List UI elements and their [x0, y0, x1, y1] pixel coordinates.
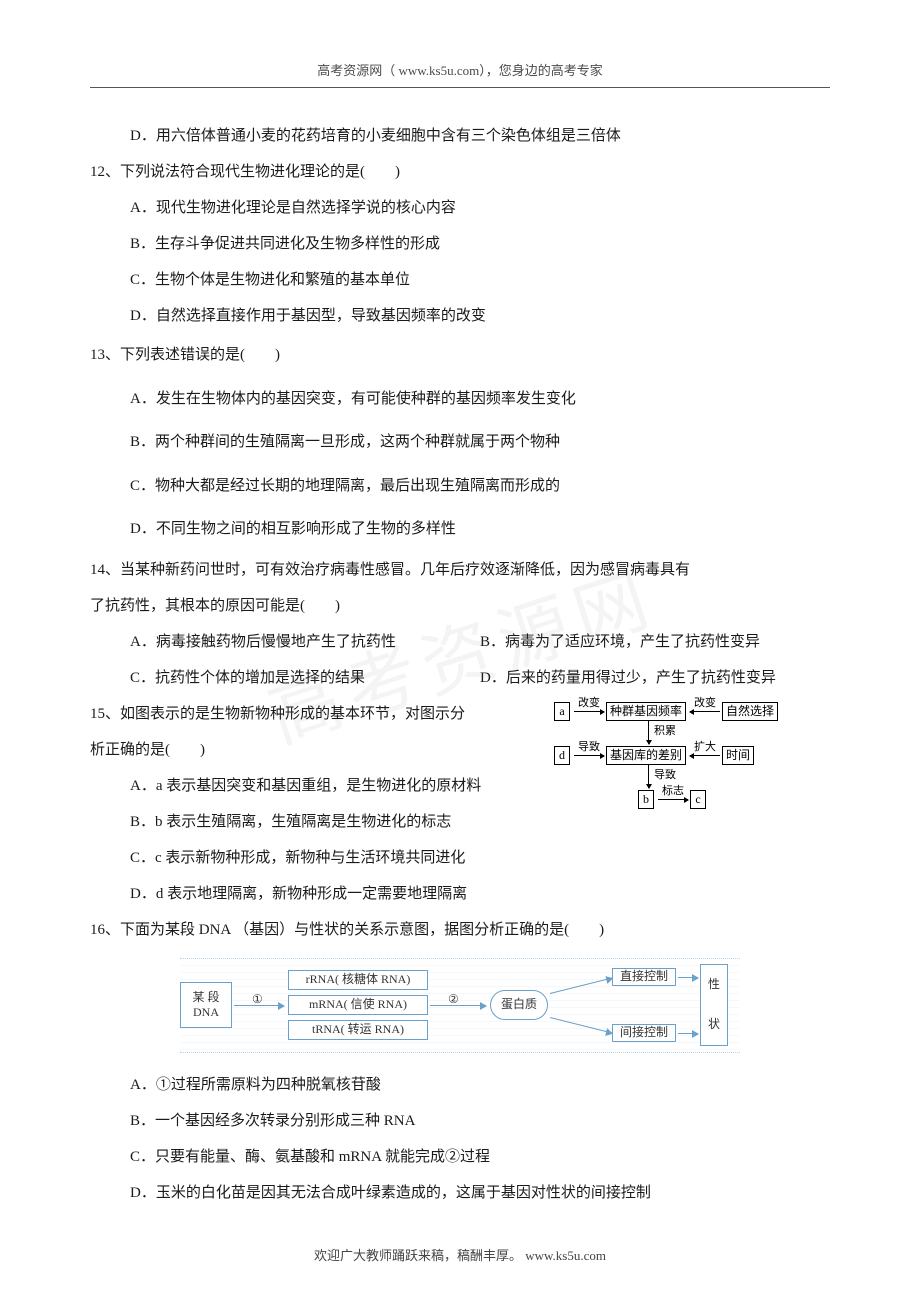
q12-stem: 12、下列说法符合现代生物进化理论的是( ): [90, 154, 830, 190]
arrow-indirect-trait: [678, 1033, 698, 1034]
label-cause-1: 导致: [578, 742, 600, 753]
label-step1: ①: [252, 992, 263, 1007]
arrow-direct-trait: [678, 977, 698, 978]
label-mark: 标志: [662, 786, 684, 797]
q12-option-d: D．自然选择直接作用于基因型，导致基因频率的改变: [90, 298, 830, 334]
q13-stem: 13、下列表述错误的是( ): [90, 334, 830, 378]
node-trna: tRNA( 转运 RNA): [288, 1020, 428, 1040]
q16-option-d: D．玉米的白化苗是因其无法合成叶绿素造成的，这属于基因对性状的间接控制: [90, 1175, 830, 1211]
node-time: 时间: [722, 746, 754, 766]
dna-line2: DNA: [193, 1005, 219, 1019]
arrow-freq-diff: [648, 720, 649, 744]
label-cause-2: 导致: [654, 770, 676, 781]
arrow-diff-b: [648, 764, 649, 788]
node-d: d: [554, 746, 570, 766]
trait-char2: 状: [708, 1017, 720, 1031]
node-diff: 基因库的差别: [606, 746, 686, 766]
q16-option-b: B．一个基因经多次转录分别形成三种 RNA: [90, 1103, 830, 1139]
page-content: 高考资源网（ www.ks5u.com），您身边的高考专家 D．用六倍体普通小麦…: [0, 0, 920, 1251]
node-freq: 种群基因频率: [606, 702, 686, 722]
q14-stem-line1: 14、当某种新药问世时，可有效治疗病毒性感冒。几年后疗效逐渐降低，因为感冒病毒具…: [90, 552, 830, 588]
arrow-d-diff: [574, 755, 604, 756]
arrow-sel-freq: [690, 711, 720, 712]
node-indirect: 间接控制: [612, 1024, 676, 1042]
node-trait: 性 状: [700, 964, 728, 1046]
q13-option-d: D．不同生物之间的相互影响形成了生物的多样性: [90, 508, 830, 552]
node-dna: 某 段 DNA: [180, 982, 232, 1028]
q15-option-d: D．d 表示地理隔离，新物种形成一定需要地理隔离: [90, 876, 830, 912]
node-a: a: [554, 702, 570, 722]
arrow-b-c: [658, 799, 688, 800]
q15-diagram: a 改变 种群基因频率 改变 自然选择 积累 d 导致 基因库的差别 扩大 时间…: [550, 696, 840, 826]
label-expand: 扩大: [694, 742, 716, 753]
q16-option-a: A．①过程所需原料为四种脱氧核苷酸: [90, 1067, 830, 1103]
node-sel: 自然选择: [722, 702, 778, 722]
label-accum: 积累: [654, 726, 676, 737]
q16-option-c: C．只要有能量、酶、氨基酸和 mRNA 就能完成②过程: [90, 1139, 830, 1175]
q12-option-a: A．现代生物进化理论是自然选择学说的核心内容: [90, 190, 830, 226]
q13-option-b: B．两个种群间的生殖隔离一旦形成，这两个种群就属于两个物种: [90, 421, 830, 465]
q14-row-ab: A．病毒接触药物后慢慢地产生了抗药性 B．病毒为了适应环境，产生了抗药性变异: [90, 624, 830, 660]
node-mrna: mRNA( 信使 RNA): [288, 995, 428, 1015]
node-protein: 蛋白质: [490, 990, 548, 1020]
q14-option-a: A．病毒接触药物后慢慢地产生了抗药性: [130, 624, 480, 660]
q15-block: 15、如图表示的是生物新物种形成的基本环节，对图示分 析正确的是( ) A．a …: [90, 696, 830, 912]
arrow-a-freq: [574, 711, 604, 712]
q14-option-b: B．病毒为了适应环境，产生了抗药性变异: [480, 624, 760, 660]
node-b: b: [638, 790, 654, 810]
q14-option-c: C．抗药性个体的增加是选择的结果: [130, 660, 480, 696]
q13-option-c: C．物种大都是经过长期的地理隔离，最后出现生殖隔离而形成的: [90, 465, 830, 509]
label-change-1: 改变: [578, 698, 600, 709]
node-direct: 直接控制: [612, 968, 676, 986]
q16-diagram: 某 段 DNA ① rRNA( 核糖体 RNA) mRNA( 信使 RNA) t…: [180, 958, 740, 1053]
header-rule: [90, 87, 830, 88]
arrow-time-diff: [690, 755, 720, 756]
q16-stem: 16、下面为某段 DNA （基因）与性状的关系示意图，据图分析正确的是( ): [90, 912, 830, 948]
node-rrna: rRNA( 核糖体 RNA): [288, 970, 428, 990]
q13-block: 13、下列表述错误的是( ) A．发生在生物体内的基因突变，有可能使种群的基因频…: [90, 334, 830, 552]
dna-line1: 某 段: [192, 990, 219, 1004]
node-c: c: [690, 790, 706, 810]
q11-option-d: D．用六倍体普通小麦的花药培育的小麦细胞中含有三个染色体组是三倍体: [90, 118, 830, 154]
page-header: 高考资源网（ www.ks5u.com），您身边的高考专家: [90, 60, 830, 87]
q13-option-a: A．发生在生物体内的基因突变，有可能使种群的基因频率发生变化: [90, 378, 830, 422]
label-change-2: 改变: [694, 698, 716, 709]
trait-char1: 性: [708, 977, 720, 991]
q12-option-b: B．生存斗争促进共同进化及生物多样性的形成: [90, 226, 830, 262]
q15-option-c: C．c 表示新物种形成，新物种与生活环境共同进化: [90, 840, 830, 876]
q12-option-c: C．生物个体是生物进化和繁殖的基本单位: [90, 262, 830, 298]
q14-option-d: D．后来的药量用得过少，产生了抗药性变异: [480, 660, 776, 696]
q14-stem-line2: 了抗药性，其根本的原因可能是( ): [90, 588, 830, 624]
page-footer: 欢迎广大教师踊跃来稿，稿酬丰厚。 www.ks5u.com: [0, 1245, 920, 1264]
label-step2: ②: [448, 992, 459, 1007]
q14-row-cd: C．抗药性个体的增加是选择的结果 D．后来的药量用得过少，产生了抗药性变异: [90, 660, 830, 696]
